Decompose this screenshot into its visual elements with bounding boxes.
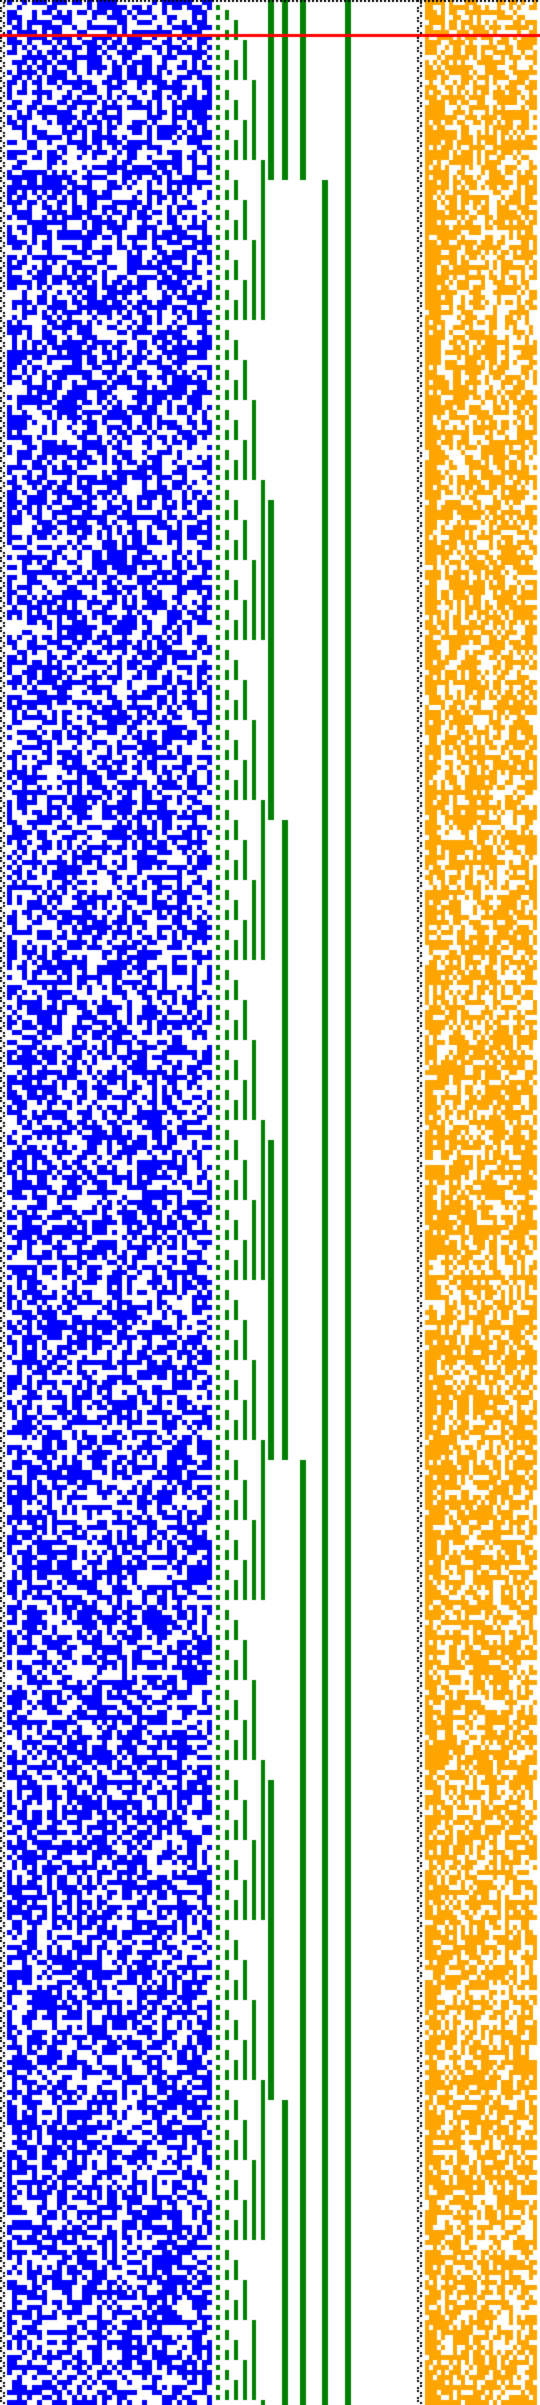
bit-canvas [0, 0, 540, 2405]
bit-visualization [0, 0, 540, 2405]
